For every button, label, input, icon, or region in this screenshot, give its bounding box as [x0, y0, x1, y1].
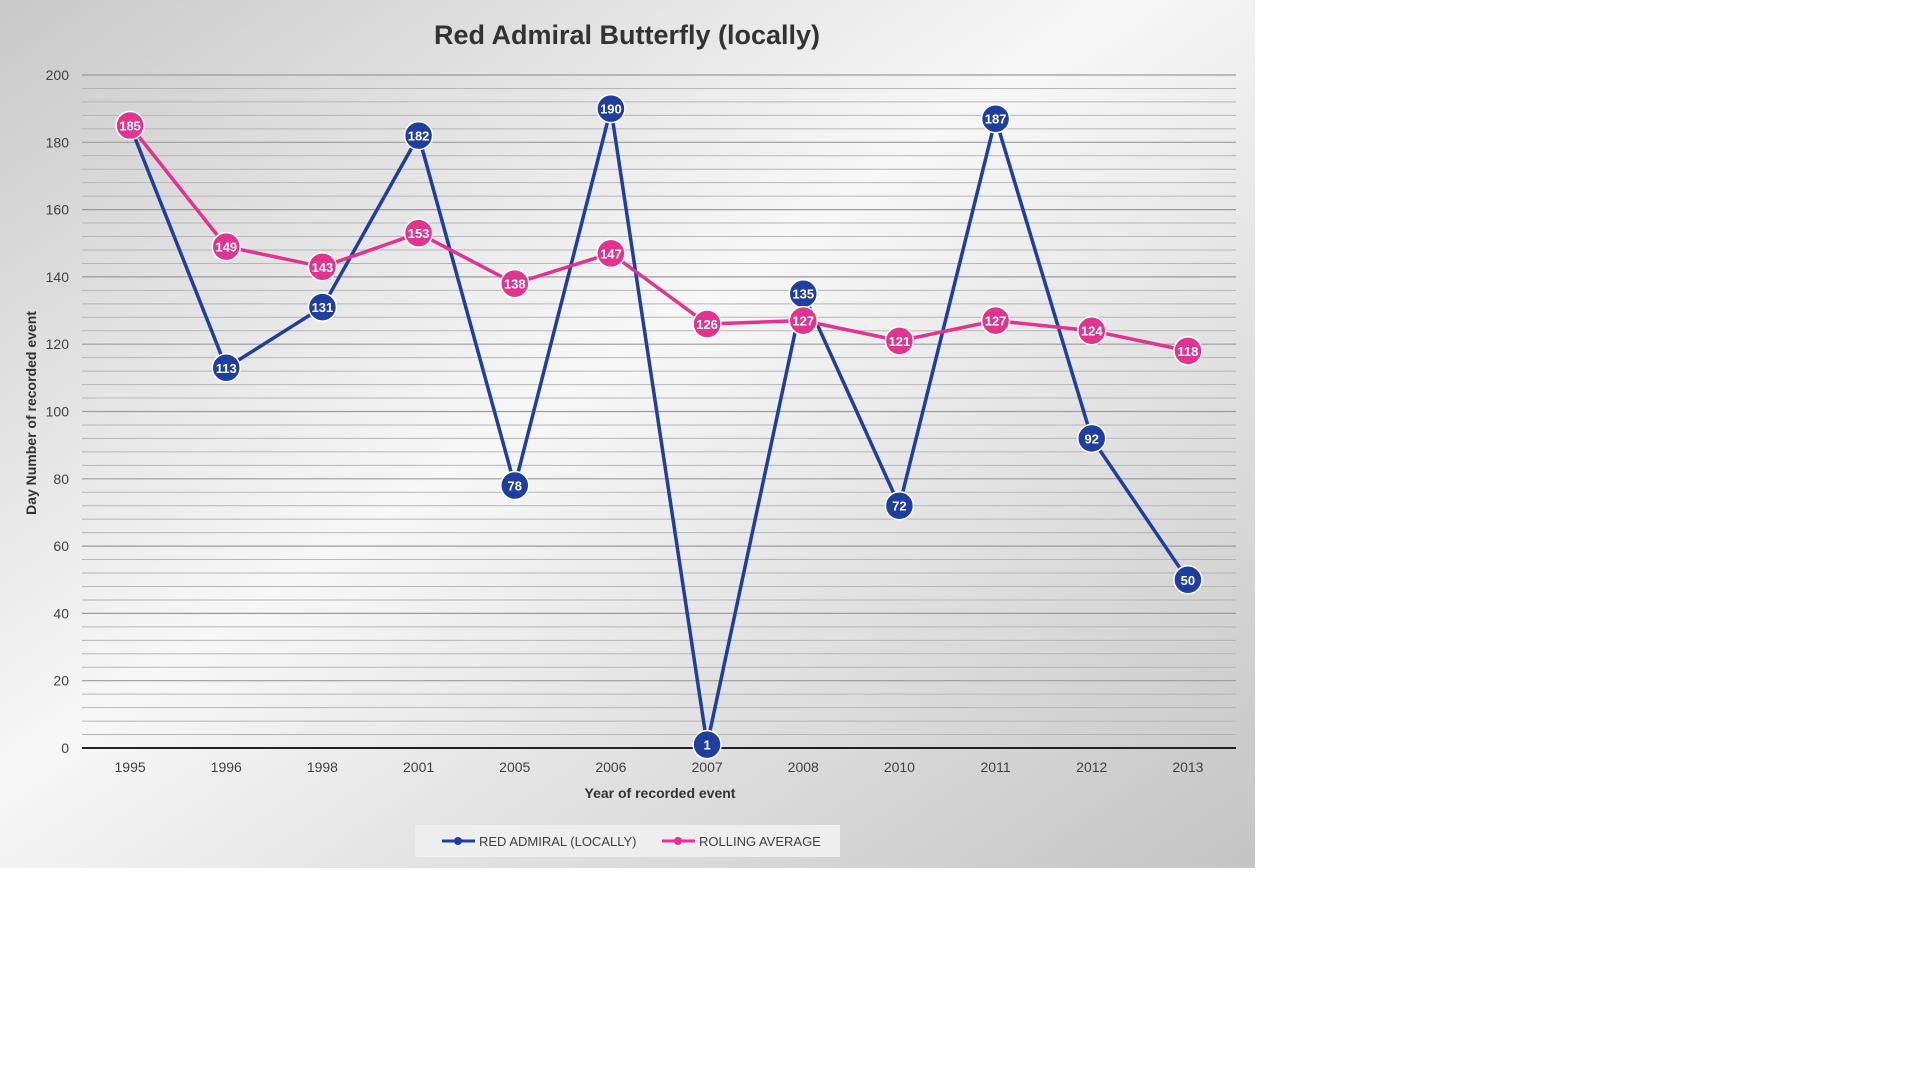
x-tick-label: 2006: [595, 759, 626, 775]
data-label-rolling-average: 127: [985, 314, 1007, 329]
data-label-red-admiral: 182: [408, 129, 430, 144]
data-label-rolling-average: 138: [504, 277, 526, 292]
y-tick-label: 20: [53, 673, 69, 689]
y-tick-label: 160: [46, 202, 70, 218]
data-label-red-admiral: 187: [985, 112, 1007, 127]
data-label-rolling-average: 153: [408, 226, 430, 241]
data-point-rolling-average: [500, 268, 530, 299]
y-tick-label: 200: [46, 67, 70, 83]
chart-title: Red Admiral Butterfly (locally): [434, 20, 820, 50]
y-tick-label: 140: [46, 269, 70, 285]
data-label-rolling-average: 149: [215, 240, 237, 255]
data-label-rolling-average: 124: [1081, 324, 1103, 339]
x-tick-label: 2005: [499, 759, 530, 775]
data-point-rolling-average: [1173, 336, 1203, 366]
legend-label-red-admiral: RED ADMIRAL (LOCALLY): [479, 834, 637, 849]
data-point-rolling-average: [788, 305, 818, 336]
data-point-red-admiral: [596, 93, 626, 124]
data-label-rolling-average: 118: [1177, 344, 1198, 359]
y-tick-label: 120: [46, 336, 70, 352]
data-label-rolling-average: 143: [312, 260, 334, 275]
data-point-red-admiral: [884, 490, 915, 521]
x-tick-label: 1995: [115, 759, 146, 775]
data-point-red-admiral: [692, 729, 722, 760]
series-red-admiral: 113 131 182 78 190 1 135 72 187 92 50: [115, 93, 1203, 760]
series-line-red-admiral: [128, 106, 1190, 747]
x-tick-label: 2011: [981, 759, 1011, 775]
y-tick-label: 60: [53, 538, 69, 554]
chart-panel: Red Admiral Butterfly (locally) 0 20 40 60 8…: [0, 0, 1255, 868]
gridlines: [82, 74, 1236, 736]
x-tick-label: 2012: [1076, 759, 1107, 775]
legend-marker-red-admiral: [454, 837, 462, 845]
data-point-rolling-average: [596, 238, 626, 269]
series-line-rolling-average: [128, 124, 1189, 353]
x-tick-label: 2001: [403, 759, 434, 775]
data-point-rolling-average: [211, 231, 241, 262]
legend-marker-rolling-average: [674, 837, 682, 845]
y-tick-label: 80: [53, 471, 69, 487]
data-label-rolling-average: 126: [696, 317, 718, 332]
data-label-rolling-average: 121: [889, 334, 911, 349]
y-tick-label: 180: [46, 134, 70, 150]
data-label-red-admiral: 1: [703, 738, 710, 753]
y-tick-label: 0: [61, 740, 69, 756]
x-tick-label: 2008: [788, 759, 819, 775]
x-tick-label: 2010: [884, 759, 915, 775]
data-label-rolling-average: 127: [792, 314, 814, 329]
data-point-rolling-average: [692, 309, 722, 339]
x-axis-ticks: 1995 1996 1998 2001 2005 2006 2007 2008 2010 2011…: [115, 759, 1204, 775]
legend-label-rolling-average: ROLLING AVERAGE: [699, 834, 821, 849]
data-label-red-admiral: 50: [1181, 573, 1195, 588]
chart-background: [0, 0, 1255, 868]
data-point-red-admiral: [211, 353, 241, 383]
y-axis-title: Day Number of recorded event: [23, 311, 39, 515]
x-axis-title: Year of recorded event: [585, 785, 736, 801]
data-label-red-admiral: 113: [216, 361, 237, 376]
x-tick-label: 2007: [692, 759, 723, 775]
legend: RED ADMIRAL (LOCALLY) ROLLING AVERAGE: [415, 825, 840, 857]
data-point-rolling-average: [884, 326, 915, 356]
data-point-red-admiral: [1173, 565, 1203, 595]
data-point-rolling-average: [115, 110, 145, 141]
data-point-rolling-average: [980, 305, 1011, 336]
line-chart: Red Admiral Butterfly (locally) 0 20 40 60 8…: [0, 0, 1255, 868]
y-axis-ticks: 0 20 40 60 80 100 120 140 160 180 200: [46, 67, 70, 756]
legend-box: [415, 825, 840, 857]
series-layer: 1131311827819011357218792501851491431531…: [115, 93, 1203, 760]
y-tick-label: 100: [46, 404, 70, 420]
data-point-rolling-average: [307, 252, 338, 282]
data-label-rolling-average: 185: [119, 118, 141, 133]
data-label-red-admiral: 190: [600, 102, 622, 117]
data-label-red-admiral: 72: [892, 499, 906, 514]
data-point-rolling-average: [403, 218, 434, 248]
x-tick-label: 2013: [1172, 759, 1203, 775]
data-point-rolling-average: [1077, 315, 1107, 346]
data-point-red-admiral: [500, 470, 530, 501]
x-tick-label: 1996: [211, 759, 242, 775]
data-label-red-admiral: 135: [792, 287, 814, 302]
data-point-red-admiral: [403, 120, 434, 151]
data-label-red-admiral: 92: [1085, 431, 1099, 446]
y-tick-label: 40: [53, 605, 69, 621]
data-point-red-admiral: [1077, 423, 1107, 454]
data-point-red-admiral: [307, 292, 338, 322]
x-tick-label: 1998: [307, 759, 338, 775]
data-label-rolling-average: 147: [600, 246, 622, 261]
data-label-red-admiral: 78: [508, 479, 522, 494]
data-label-red-admiral: 131: [312, 300, 334, 315]
data-point-red-admiral: [980, 103, 1011, 134]
series-rolling-average: 185 149 143 153 138 147 126 127 121 127 124 118: [115, 110, 1203, 366]
